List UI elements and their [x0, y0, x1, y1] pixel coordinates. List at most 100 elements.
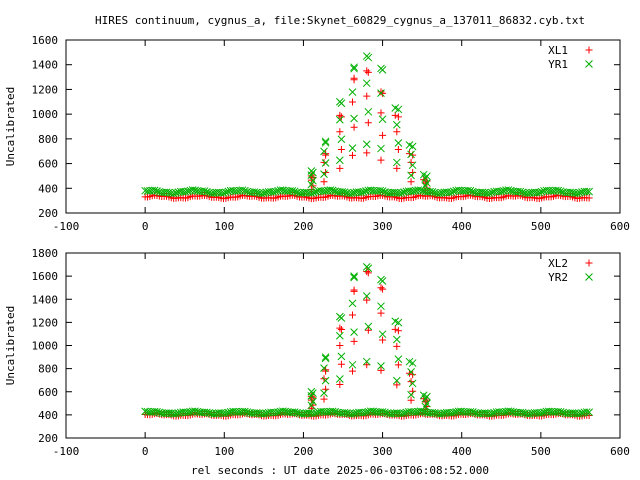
baseline-point: [400, 409, 408, 418]
x-tick-label: -100: [53, 220, 80, 233]
y-tick-label: 1400: [32, 293, 59, 306]
baseline-point: [381, 188, 389, 196]
baseline-point: [257, 189, 266, 198]
y-tick-label: 800: [38, 363, 58, 376]
baseline-point: [575, 409, 584, 418]
peak-point: [377, 275, 385, 284]
scan-point: [321, 354, 330, 363]
baseline-point: [269, 188, 278, 196]
x-tick-label: 100: [214, 220, 234, 233]
baseline-point: [397, 189, 406, 197]
scan-point: [378, 330, 387, 339]
baseline-point: [395, 189, 404, 198]
peak-point: [391, 104, 400, 112]
y-axis-label: Uncalibrated: [4, 306, 17, 385]
plot-frame: [65, 39, 621, 214]
x-axis-label: rel seconds : UT date 2025-06-03T06:08:5…: [191, 464, 489, 477]
baseline-point: [582, 187, 591, 196]
scan-point: [377, 309, 385, 317]
baseline-point: [252, 188, 261, 197]
baseline-point: [411, 408, 420, 416]
scan-point: [377, 302, 385, 311]
baseline-point: [328, 407, 337, 416]
baseline-point: [340, 188, 349, 196]
scan-point: [337, 135, 346, 144]
peak-point: [350, 286, 358, 294]
scan-point: [377, 366, 385, 374]
scan-point: [307, 401, 316, 410]
baseline-point: [191, 407, 199, 416]
baseline-point: [191, 186, 199, 195]
x-tick-label: 100: [214, 445, 234, 458]
scan-point: [409, 371, 417, 379]
scan-point: [335, 331, 344, 340]
scan-point: [348, 299, 357, 308]
scan-point: [364, 107, 373, 116]
baseline-point: [585, 411, 593, 419]
baseline-point: [464, 186, 472, 195]
scan-point: [392, 158, 401, 167]
baseline-point: [487, 188, 496, 197]
scan-point: [348, 360, 357, 369]
baseline-point: [188, 186, 197, 194]
scan-point: [408, 161, 417, 170]
baseline-point: [483, 189, 491, 198]
scan-point: [394, 327, 402, 335]
baseline-point: [468, 187, 477, 196]
x-tick-label: -100: [53, 445, 80, 458]
baseline-point: [566, 188, 574, 197]
scan-point: [379, 285, 387, 293]
peak-point: [335, 97, 344, 106]
scan-point: [407, 396, 415, 404]
peak-point: [307, 167, 316, 175]
baseline-point: [514, 187, 522, 196]
baseline-point: [490, 408, 499, 417]
baseline-point: [409, 187, 418, 196]
baseline-point: [499, 408, 508, 417]
scan-point: [363, 149, 371, 157]
x-tick-label: 400: [452, 220, 472, 233]
baseline-point: [210, 410, 218, 418]
scan-point: [392, 376, 401, 385]
scan-point: [350, 273, 358, 282]
baseline-point: [445, 188, 453, 197]
baseline-point: [219, 189, 228, 197]
baseline-point: [449, 187, 458, 196]
baseline-point: [447, 409, 456, 417]
baseline-point: [252, 409, 261, 417]
x-tick-label: 400: [452, 445, 472, 458]
baseline-point: [193, 407, 202, 416]
peak-point: [321, 137, 330, 146]
baseline-point: [381, 408, 389, 417]
baseline-point: [556, 187, 565, 196]
scan-point: [377, 362, 385, 370]
baseline-point: [400, 188, 408, 196]
baseline-point: [466, 186, 475, 195]
baseline-point: [290, 187, 299, 196]
x-tick-label: 500: [531, 220, 551, 233]
scan-point: [408, 379, 417, 388]
baseline-point: [350, 409, 358, 418]
series-xl1: [141, 67, 593, 203]
baseline-point: [485, 409, 494, 418]
baseline-point: [525, 410, 534, 418]
peak-point: [350, 63, 358, 72]
baseline-point: [573, 189, 582, 198]
baseline-point: [435, 189, 444, 198]
legend-marker: [585, 46, 593, 54]
scan-point: [394, 361, 402, 369]
scan-point: [363, 296, 371, 304]
baseline-point: [290, 408, 299, 416]
baseline-point: [278, 186, 287, 195]
baseline-point: [203, 408, 211, 417]
scan-point: [309, 176, 317, 185]
baseline-point: [162, 188, 171, 197]
peak-point: [377, 64, 385, 73]
series-yr1: [141, 52, 593, 198]
peak-point: [391, 317, 400, 326]
peak-point: [350, 74, 358, 82]
scan-point: [335, 115, 344, 124]
baseline-point: [274, 408, 282, 417]
baseline-point: [153, 187, 161, 195]
